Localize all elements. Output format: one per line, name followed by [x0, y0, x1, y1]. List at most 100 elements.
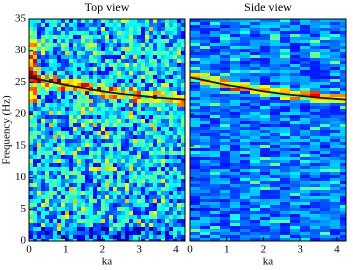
heatmap-cell [89, 19, 93, 23]
heatmap-cell [133, 199, 137, 203]
heatmap-cell [161, 227, 165, 231]
heatmap-cell [129, 71, 133, 75]
heatmap-cell [210, 31, 220, 34]
heatmap-cell [330, 211, 340, 214]
heatmap-cell [113, 71, 117, 75]
heatmap-cell [320, 82, 330, 85]
heatmap-cell [310, 199, 320, 202]
heatmap-cell [141, 19, 145, 23]
heatmap-cell [173, 35, 177, 39]
heatmap-cell [117, 143, 121, 147]
heatmap-cell [230, 181, 240, 184]
heatmap-cell [129, 151, 133, 155]
heatmap-cell [81, 227, 85, 231]
heatmap-cell [165, 47, 169, 51]
heatmap-cell [320, 64, 330, 67]
heatmap-cell [137, 159, 141, 163]
heatmap-cell [210, 37, 220, 40]
heatmap-cell [153, 103, 157, 107]
heatmap-cell [49, 135, 53, 139]
heatmap-cell [210, 91, 220, 94]
heatmap-cell [270, 211, 280, 214]
heatmap-cell [53, 63, 57, 67]
heatmap-cell [149, 103, 153, 107]
heatmap-cell [161, 183, 165, 187]
heatmap-cell [173, 219, 177, 223]
heatmap-cell [210, 106, 220, 109]
heatmap-cell [161, 235, 165, 239]
heatmap-cell [125, 47, 129, 51]
heatmap-cell [117, 103, 121, 107]
heatmap-cell [250, 136, 260, 139]
heatmap-cell [133, 219, 137, 223]
heatmap-cell [190, 70, 200, 73]
heatmap-cell [310, 169, 320, 172]
heatmap-cell [320, 88, 330, 91]
heatmap-cell [33, 107, 37, 111]
heatmap-cell [85, 171, 89, 175]
heatmap-cell [320, 31, 330, 34]
heatmap-cell [190, 106, 200, 109]
y-tick-label: 15 [15, 139, 27, 151]
heatmap-cell [53, 171, 57, 175]
heatmap-cell [270, 46, 280, 49]
heatmap-cell [290, 202, 300, 205]
heatmap-cell [220, 220, 230, 223]
heatmap-cell [125, 111, 129, 115]
heatmap-cell [65, 115, 69, 119]
heatmap-cell [181, 227, 185, 231]
heatmap-cell [69, 175, 73, 179]
heatmap-cell [133, 147, 137, 151]
heatmap-cell [310, 43, 320, 46]
heatmap-cell [340, 226, 350, 229]
heatmap-cell [77, 75, 81, 79]
heatmap-cell [320, 199, 330, 202]
heatmap-cell [220, 202, 230, 205]
heatmap-cell [230, 220, 240, 223]
heatmap-cell [260, 70, 270, 73]
heatmap-cell [210, 58, 220, 61]
heatmap-cell [121, 111, 125, 115]
heatmap-cell [200, 91, 210, 94]
heatmap-cell [270, 220, 280, 223]
heatmap-cell [49, 227, 53, 231]
heatmap-cell [161, 87, 165, 91]
heatmap-cell [153, 35, 157, 39]
heatmap-cell [37, 123, 41, 127]
heatmap-cell [230, 214, 240, 217]
heatmap-cell [41, 203, 45, 207]
heatmap-cell [109, 23, 113, 27]
heatmap-cell [33, 95, 37, 99]
heatmap-cell [260, 214, 270, 217]
heatmap-cell [81, 67, 85, 71]
heatmap-cell [85, 115, 89, 119]
heatmap-cell [145, 227, 149, 231]
heatmap-cell [45, 183, 49, 187]
heatmap-cell [65, 63, 69, 67]
heatmap-cell [153, 91, 157, 95]
heatmap-cell [260, 61, 270, 64]
heatmap-cell [69, 163, 73, 167]
heatmap-cell [29, 39, 33, 43]
heatmap-cell [230, 61, 240, 64]
heatmap-cell [81, 43, 85, 47]
heatmap-cell [97, 223, 101, 227]
heatmap-cell [141, 43, 145, 47]
heatmap-cell [340, 31, 350, 34]
heatmap-cell [250, 55, 260, 58]
heatmap-cell [65, 19, 69, 23]
heatmap-cell [230, 160, 240, 163]
heatmap-cell [105, 175, 109, 179]
heatmap-cell [121, 55, 125, 59]
heatmap-cell [153, 223, 157, 227]
heatmap-cell [230, 208, 240, 211]
heatmap-cell [105, 75, 109, 79]
heatmap-cell [65, 195, 69, 199]
heatmap-cell [200, 181, 210, 184]
heatmap-cell [53, 39, 57, 43]
heatmap-cell [177, 227, 181, 231]
heatmap-cell [137, 99, 141, 103]
heatmap-cell [240, 166, 250, 169]
heatmap-cell [109, 35, 113, 39]
heatmap-cell [77, 163, 81, 167]
